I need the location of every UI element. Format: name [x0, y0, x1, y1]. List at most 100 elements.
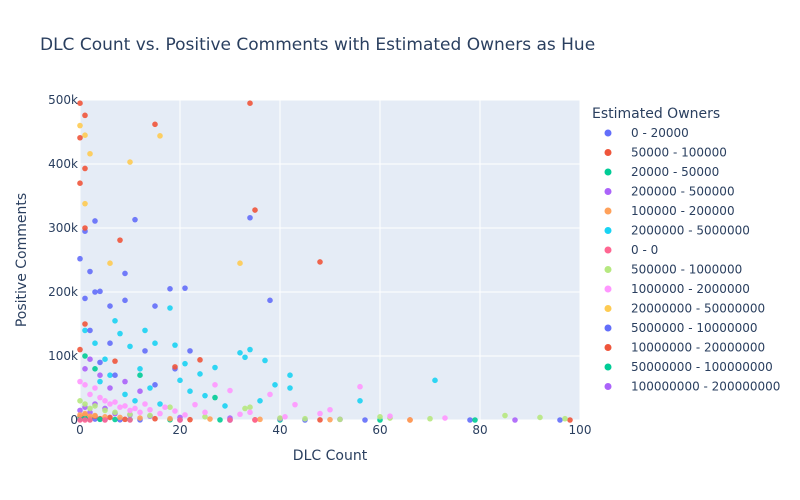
data-point[interactable] — [187, 416, 193, 423]
data-point[interactable] — [182, 285, 188, 291]
data-point[interactable] — [122, 416, 128, 423]
data-point[interactable] — [167, 286, 173, 292]
data-point[interactable] — [257, 398, 263, 404]
data-point[interactable] — [97, 372, 103, 379]
data-point[interactable] — [132, 398, 138, 404]
data-point[interactable] — [317, 259, 323, 265]
data-point[interactable] — [112, 409, 118, 416]
data-point[interactable] — [87, 409, 93, 416]
data-point[interactable] — [122, 270, 128, 277]
data-point[interactable] — [287, 372, 293, 379]
legend-item[interactable]: 10000000 - 20000000 — [604, 341, 766, 355]
data-point[interactable] — [77, 100, 83, 106]
legend-item[interactable]: 200000 - 500000 — [604, 185, 735, 199]
data-point[interactable] — [157, 133, 163, 139]
data-point[interactable] — [82, 132, 88, 138]
data-point[interactable] — [92, 385, 98, 391]
data-point[interactable] — [267, 297, 273, 304]
data-point[interactable] — [512, 417, 518, 423]
data-point[interactable] — [132, 405, 138, 412]
data-point[interactable] — [77, 412, 83, 418]
data-point[interactable] — [247, 409, 253, 416]
data-point[interactable] — [107, 303, 113, 309]
data-point[interactable] — [167, 415, 173, 422]
data-point[interactable] — [242, 354, 248, 361]
data-point[interactable] — [212, 394, 218, 401]
data-point[interactable] — [197, 371, 203, 377]
data-point[interactable] — [302, 415, 308, 422]
data-point[interactable] — [192, 401, 198, 408]
data-point[interactable] — [82, 225, 88, 231]
legend-item[interactable]: 1000000 - 2000000 — [604, 282, 750, 296]
data-point[interactable] — [427, 415, 433, 422]
data-point[interactable] — [137, 388, 143, 395]
data-point[interactable] — [162, 404, 168, 411]
data-point[interactable] — [82, 366, 88, 372]
legend-item[interactable]: 50000000 - 100000000 — [604, 360, 773, 374]
data-point[interactable] — [357, 398, 363, 404]
data-point[interactable] — [282, 414, 288, 420]
legend-item[interactable]: 100000000 - 200000000 — [604, 380, 781, 394]
data-point[interactable] — [102, 356, 108, 363]
data-point[interactable] — [122, 378, 128, 385]
data-point[interactable] — [237, 350, 243, 356]
legend-item[interactable]: 0 - 20000 — [604, 126, 689, 140]
data-point[interactable] — [327, 406, 333, 413]
data-point[interactable] — [442, 415, 448, 421]
data-point[interactable] — [77, 398, 83, 404]
data-point[interactable] — [227, 387, 233, 394]
data-point[interactable] — [562, 415, 568, 422]
data-point[interactable] — [117, 237, 123, 243]
data-point[interactable] — [97, 416, 103, 423]
data-point[interactable] — [327, 416, 333, 423]
data-point[interactable] — [112, 399, 118, 405]
data-point[interactable] — [77, 255, 83, 262]
data-point[interactable] — [92, 289, 98, 295]
data-point[interactable] — [137, 409, 143, 416]
data-point[interactable] — [82, 410, 88, 417]
data-point[interactable] — [167, 404, 173, 411]
legend-item[interactable]: 20000 - 50000 — [604, 165, 720, 179]
data-point[interactable] — [237, 411, 243, 418]
data-point[interactable] — [77, 346, 83, 353]
data-point[interactable] — [87, 268, 93, 275]
data-point[interactable] — [217, 417, 223, 423]
data-point[interactable] — [247, 404, 253, 411]
data-point[interactable] — [212, 364, 218, 371]
data-point[interactable] — [197, 357, 203, 363]
data-point[interactable] — [387, 413, 393, 419]
data-point[interactable] — [107, 340, 113, 347]
data-point[interactable] — [82, 353, 88, 359]
data-point[interactable] — [537, 414, 543, 421]
data-point[interactable] — [187, 348, 193, 354]
data-point[interactable] — [92, 412, 98, 419]
data-point[interactable] — [87, 405, 93, 412]
data-point[interactable] — [102, 398, 108, 404]
data-point[interactable] — [177, 377, 183, 384]
data-point[interactable] — [292, 401, 298, 408]
data-point[interactable] — [152, 121, 158, 128]
data-point[interactable] — [172, 342, 178, 348]
data-point[interactable] — [202, 409, 208, 416]
data-point[interactable] — [112, 358, 118, 364]
data-point[interactable] — [142, 348, 148, 354]
data-point[interactable] — [247, 100, 253, 106]
data-point[interactable] — [152, 382, 158, 388]
data-point[interactable] — [362, 417, 368, 423]
data-point[interactable] — [117, 330, 123, 337]
data-point[interactable] — [77, 134, 83, 141]
data-point[interactable] — [182, 360, 188, 367]
data-point[interactable] — [147, 412, 153, 419]
data-point[interactable] — [97, 394, 103, 401]
data-point[interactable] — [112, 416, 118, 423]
data-point[interactable] — [222, 403, 228, 409]
data-point[interactable] — [157, 410, 163, 417]
data-point[interactable] — [92, 340, 98, 347]
data-point[interactable] — [77, 378, 83, 385]
data-point[interactable] — [152, 340, 158, 347]
data-point[interactable] — [207, 416, 213, 422]
data-point[interactable] — [122, 403, 128, 409]
data-point[interactable] — [157, 401, 163, 407]
data-point[interactable] — [87, 417, 93, 423]
data-point[interactable] — [267, 391, 273, 398]
